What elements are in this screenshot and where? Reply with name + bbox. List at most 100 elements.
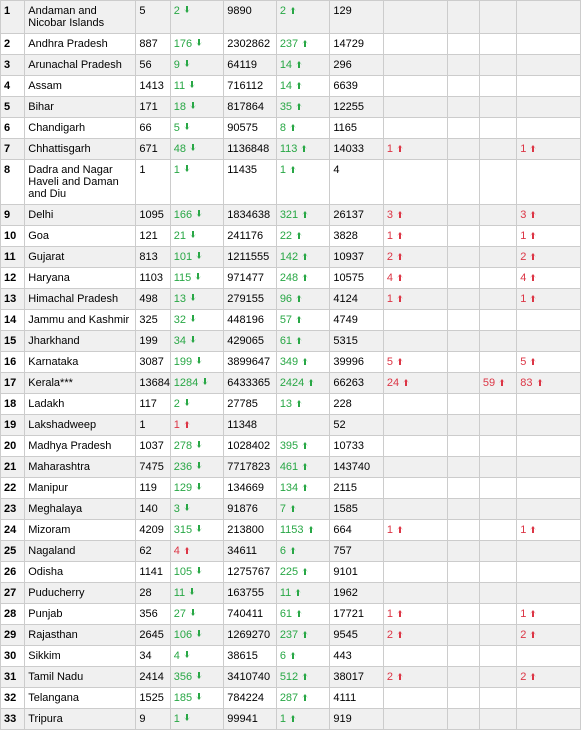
cell-c6: 38017: [330, 667, 384, 688]
delta-value: 1: [387, 293, 404, 305]
cell-value: 129: [333, 5, 351, 17]
cell-c9: [479, 331, 516, 352]
cell-idx: 2: [1, 34, 25, 55]
cell-c6: 10733: [330, 436, 384, 457]
delta-value: 1: [387, 608, 404, 620]
cell-c8: [447, 118, 479, 139]
cell-c4: 34611: [224, 541, 277, 562]
cell-c8: [447, 478, 479, 499]
cell-c8: [447, 352, 479, 373]
cell-c9: [479, 160, 516, 205]
delta-value: 176: [174, 38, 203, 50]
cell-c7: 4: [383, 268, 447, 289]
cell-value: 90575: [227, 122, 258, 134]
cell-c5: 57: [276, 310, 330, 331]
cell-c9: [479, 583, 516, 604]
cell-value: 19: [4, 419, 16, 431]
cell-value: 99941: [227, 713, 258, 725]
cell-c8: [447, 34, 479, 55]
cell-c7: [383, 646, 447, 667]
cell-c9: [479, 604, 516, 625]
delta-value: 185: [174, 692, 203, 704]
cell-value: 498: [139, 293, 157, 305]
cell-c3: 21: [170, 226, 224, 247]
cell-value: 34611: [227, 545, 257, 557]
cell-c4: 448196: [224, 310, 277, 331]
cell-idx: 8: [1, 160, 25, 205]
cell-c7: [383, 160, 447, 205]
cell-c2: 56: [136, 55, 170, 76]
cell-value: 1525: [139, 692, 163, 704]
delta-value: 3: [174, 503, 191, 515]
cell-value: 2302862: [227, 38, 270, 50]
cell-c2: 5: [136, 1, 170, 34]
cell-c7: 2: [383, 247, 447, 268]
cell-c10: [517, 76, 581, 97]
cell-value: 11: [4, 251, 16, 263]
cell-idx: 24: [1, 520, 25, 541]
cell-value: 14: [4, 314, 16, 326]
cell-c5: 225: [276, 562, 330, 583]
cell-c3: 9: [170, 55, 224, 76]
cell-c6: 4111: [330, 688, 384, 709]
delta-value: 11: [174, 80, 196, 92]
cell-c10: 1: [517, 520, 581, 541]
cell-c6: 3828: [330, 226, 384, 247]
cell-c2: 13684: [136, 373, 170, 394]
cell-c5: 6: [276, 646, 330, 667]
cell-value: Kerala***: [28, 377, 73, 389]
cell-c6: 66263: [330, 373, 384, 394]
cell-c10: 3: [517, 205, 581, 226]
cell-c2: 2645: [136, 625, 170, 646]
cell-c7: 1: [383, 289, 447, 310]
delta-value: 237: [280, 38, 309, 50]
delta-value: 1: [280, 164, 297, 176]
cell-c3: 18: [170, 97, 224, 118]
cell-c5: 113: [276, 139, 330, 160]
delta-value: 11: [280, 587, 302, 599]
cell-c8: [447, 604, 479, 625]
cell-value: Punjab: [28, 608, 62, 620]
cell-value: 10937: [333, 251, 364, 263]
cell-c4: 241176: [224, 226, 277, 247]
cell-c2: 121: [136, 226, 170, 247]
cell-value: 17: [4, 377, 16, 389]
delta-value: 4: [387, 272, 404, 284]
cell-value: 664: [333, 524, 351, 536]
cell-value: 296: [333, 59, 351, 71]
delta-value: 1: [520, 230, 537, 242]
cell-c3: 115: [170, 268, 224, 289]
cell-c8: [447, 415, 479, 436]
cell-value: 91876: [227, 503, 258, 515]
cell-c7: [383, 583, 447, 604]
cell-value: Dadra and Nagar Haveli and Daman and Diu: [28, 164, 119, 200]
cell-value: Delhi: [28, 209, 53, 221]
cell-state: Lakshadweep: [25, 415, 136, 436]
cell-c8: [447, 457, 479, 478]
cell-value: 6639: [333, 80, 357, 92]
cell-c6: 14729: [330, 34, 384, 55]
delta-value: 9: [174, 59, 191, 71]
cell-c9: [479, 226, 516, 247]
cell-value: 1028402: [227, 440, 270, 452]
cell-value: 448196: [227, 314, 264, 326]
table-row: 27Puducherry2811 16375511 1962: [1, 583, 581, 604]
cell-c10: [517, 160, 581, 205]
cell-c2: 325: [136, 310, 170, 331]
cell-state: Manipur: [25, 478, 136, 499]
cell-idx: 3: [1, 55, 25, 76]
cell-state: Tamil Nadu: [25, 667, 136, 688]
cell-value: Tripura: [28, 713, 62, 725]
delta-value: 315: [174, 524, 203, 536]
delta-value: 1: [387, 143, 404, 155]
cell-c8: [447, 310, 479, 331]
cell-c5: 395: [276, 436, 330, 457]
cell-c3: 356: [170, 667, 224, 688]
table-row: 23Meghalaya1403 918767 1585: [1, 499, 581, 520]
cell-value: 23: [4, 503, 16, 515]
cell-state: Bihar: [25, 97, 136, 118]
delta-value: 3: [520, 209, 537, 221]
delta-value: 14: [280, 80, 303, 92]
cell-c6: 12255: [330, 97, 384, 118]
cell-c9: [479, 289, 516, 310]
